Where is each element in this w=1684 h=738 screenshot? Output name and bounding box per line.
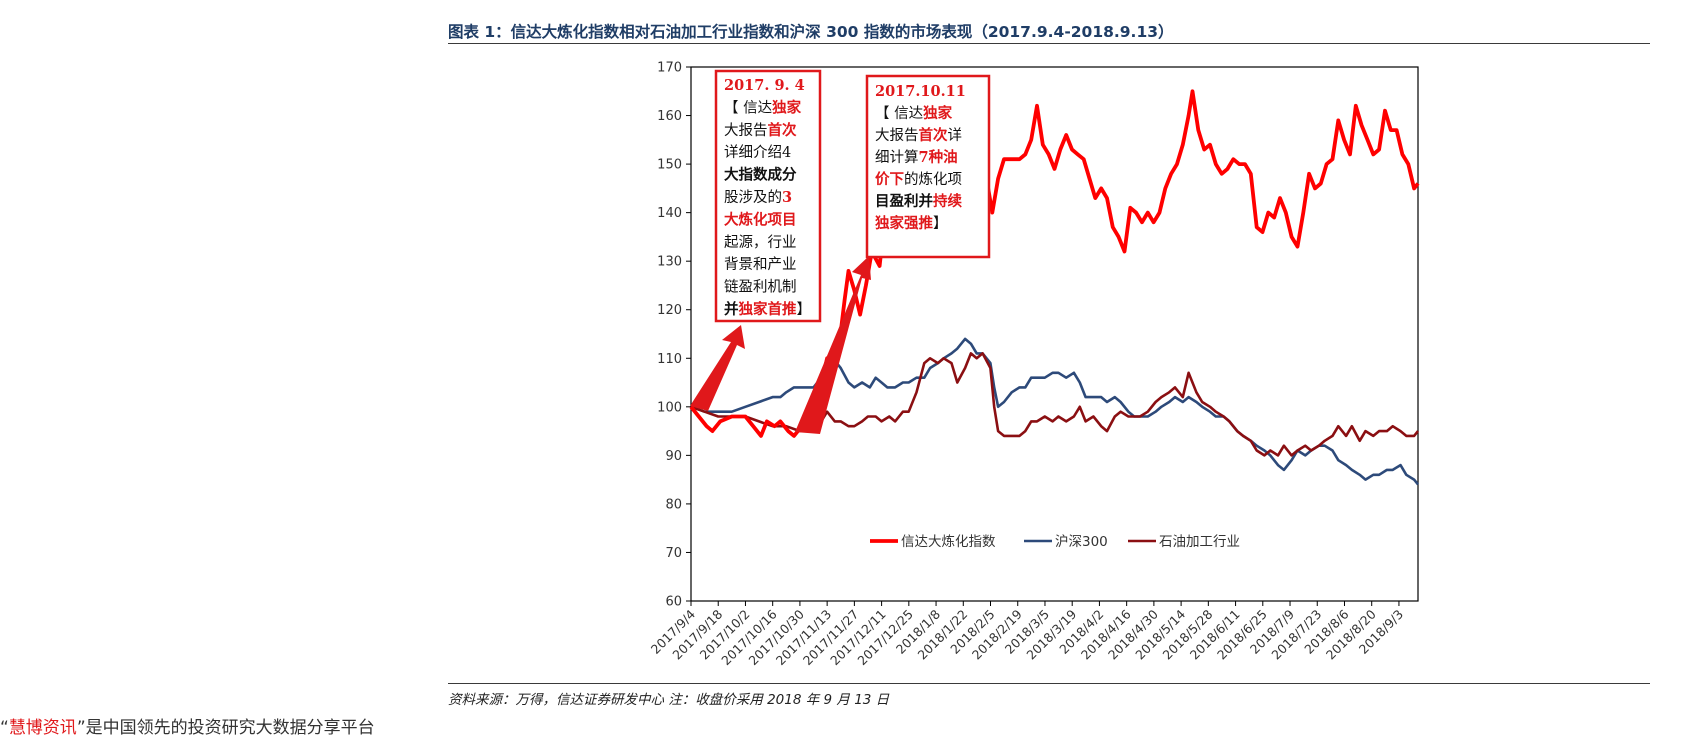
y-tick-label: 130 — [657, 255, 682, 270]
callout-line: 大报告首次 — [724, 121, 797, 139]
callout-text: 独家 — [772, 98, 801, 116]
callout-text: 2017.10.11 — [875, 83, 966, 100]
y-tick-label: 70 — [665, 546, 682, 561]
callout-line: 详细介绍4 — [724, 144, 791, 161]
callout-text: 背景和产业 — [724, 256, 797, 273]
callout-text: 大报告 — [875, 127, 919, 144]
footer-quote-open: “ — [0, 718, 9, 738]
callout-text: 股涉及的 — [724, 189, 782, 206]
legend-label-3: 石油加工行业 — [1159, 534, 1240, 550]
footer-text: “慧博资讯”是中国领先的投资研究大数据分享平台 — [0, 713, 375, 738]
chart-legend: 信达大炼化指数 沪深300 石油加工行业 — [870, 534, 1240, 550]
header-fragment: ‘’ ′′ ‘’ — [430, 0, 476, 10]
callout-line: 大指数成分 — [724, 166, 797, 184]
arrow-2 — [795, 256, 871, 434]
callout-text: 首次 — [768, 121, 797, 139]
callout-text: 首次 — [919, 126, 948, 144]
callout-text: 】 — [933, 215, 948, 232]
callout-box-1 — [714, 69, 822, 323]
chart-annotations: 2017. 9. 4【 信达独家大报告首次详细介绍4大指数成分股涉及的3大炼化项… — [690, 69, 991, 434]
callout-text: 3 — [782, 189, 792, 206]
callout-text: 独家强推 — [875, 214, 933, 232]
figure-source: 资料来源：万得，信达证券研发中心 注：收盘价采用 2018 年 9 月 13 日 — [448, 692, 890, 708]
footer-highlight: 慧博资讯 — [8, 718, 77, 738]
callout-text: 目盈利并 — [875, 192, 933, 210]
y-tick-label: 120 — [657, 303, 682, 318]
callout-text: 大炼化项目 — [724, 210, 797, 228]
callout-text: 价下 — [875, 171, 904, 188]
y-tick-label: 160 — [657, 109, 682, 124]
y-tick-label: 100 — [657, 400, 682, 415]
callout-text: 】 — [797, 301, 812, 318]
callout-text: 的炼化项 — [904, 171, 962, 188]
callout-text: 大报告 — [724, 122, 768, 139]
callout-text: 持续 — [933, 192, 962, 210]
footer-rest: ”是中国领先的投资研究大数据分享平台 — [76, 718, 375, 738]
source-rule — [448, 683, 1650, 684]
callout-line: 起源，行业 — [724, 234, 797, 251]
callout-line: 独家强推】 — [875, 214, 948, 232]
callout-text: 【 信达 — [875, 105, 923, 122]
callout-text: 2017. 9. 4 — [724, 77, 805, 94]
y-tick-label: 80 — [665, 497, 682, 512]
callout-line: 细计算7种油 — [875, 148, 958, 166]
callout-line: 背景和产业 — [724, 256, 797, 273]
callout-text: 大指数成分 — [724, 166, 797, 184]
callout-line: 链盈利机制 — [724, 279, 797, 296]
title-rule — [448, 43, 1650, 44]
callout-line: 大报告首次详 — [875, 126, 962, 144]
legend-label-2: 沪深300 — [1055, 534, 1108, 550]
series-line-3 — [690, 352, 1420, 457]
callout-line: 并独家首推】 — [724, 300, 811, 318]
callout-text: 并 — [724, 300, 739, 318]
callout-line: 价下的炼化项 — [875, 171, 962, 188]
callout-line: 2017.10.11 — [875, 83, 966, 100]
callout-text: 详 — [948, 127, 963, 144]
callout-text: 链盈利机制 — [724, 279, 797, 296]
legend-label-1: 信达大炼化指数 — [901, 534, 996, 550]
callout-text: 7种油 — [919, 148, 958, 166]
callout-line: 股涉及的3 — [724, 189, 792, 206]
figure-title: 图表 1：信达大炼化指数相对石油加工行业指数和沪深 300 指数的市场表现（20… — [448, 23, 1174, 41]
y-tick-label: 90 — [665, 449, 682, 464]
series-line-2 — [690, 337, 1420, 486]
callout-text: 独家 — [923, 104, 952, 122]
arrow-1 — [690, 325, 745, 411]
y-tick-label: 150 — [657, 158, 682, 173]
plot-frame — [690, 66, 1419, 602]
callout-text: 细计算 — [875, 149, 919, 166]
callout-text: 起源，行业 — [724, 234, 797, 251]
callout-text: 【 信达 — [724, 99, 772, 116]
callout-line: 【 信达独家 — [875, 104, 953, 122]
callout-line: 2017. 9. 4 — [724, 77, 805, 94]
callout-text: 详细介绍4 — [724, 144, 791, 161]
callout-text: 独家首推 — [739, 300, 797, 318]
callout-box-2 — [865, 74, 991, 259]
y-tick-label: 140 — [657, 206, 682, 221]
callout-line: 【 信达独家 — [724, 98, 802, 116]
callout-line: 大炼化项目 — [724, 210, 797, 228]
y-tick-label: 60 — [665, 595, 682, 610]
y-tick-label: 170 — [657, 61, 682, 76]
y-tick-label: 110 — [657, 352, 682, 367]
callout-line: 目盈利并持续 — [875, 192, 962, 210]
